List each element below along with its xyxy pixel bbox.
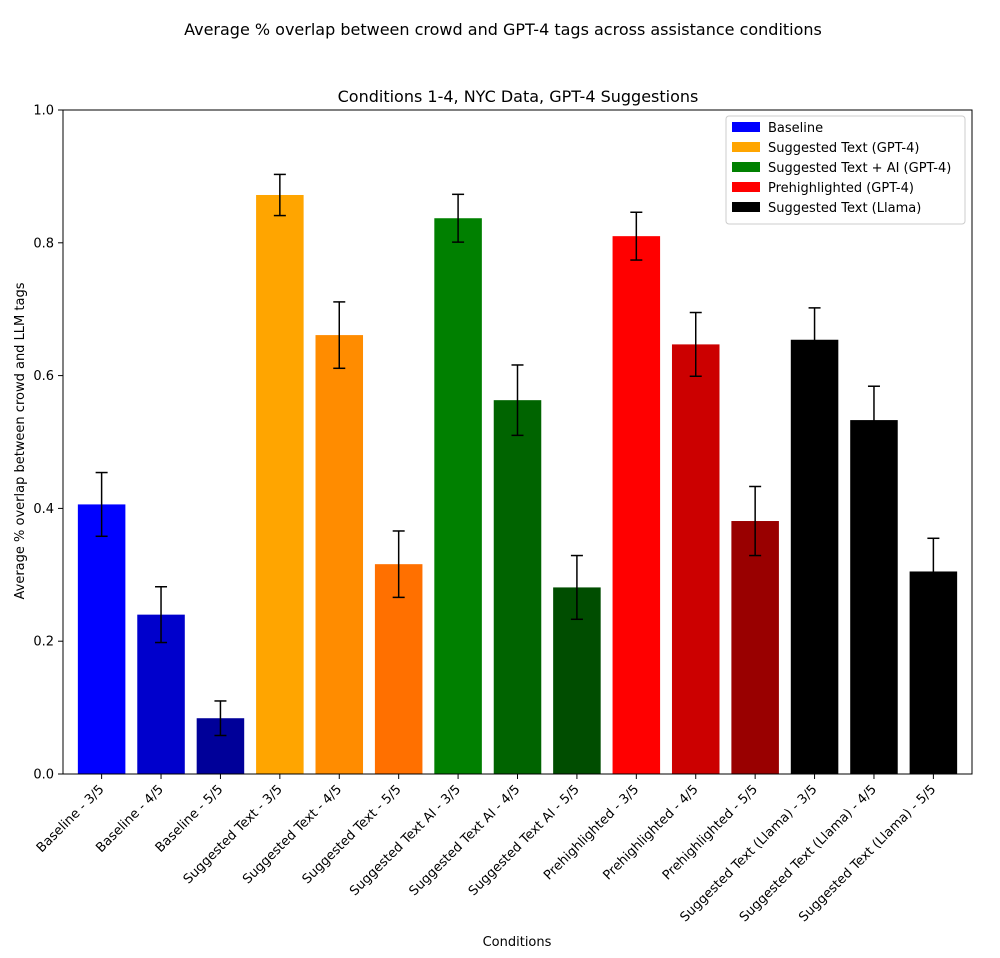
bar (493, 400, 542, 774)
bar (256, 194, 304, 774)
legend-swatch (732, 162, 760, 172)
legend-label: Suggested Text (GPT-4) (768, 141, 919, 156)
plot-frame (62, 109, 973, 775)
y-axis-label: Average % overlap between crowd and LLM … (13, 282, 28, 599)
legend: Baseline Suggested Text (GPT-4) Suggested … (725, 115, 966, 225)
legend-label: Suggested Text (Llama) (768, 201, 921, 216)
legend-label: Prehighlighted (GPT-4) (768, 181, 914, 196)
bar (315, 335, 364, 774)
legend-swatch (732, 202, 760, 212)
bar (731, 521, 779, 774)
bar (671, 344, 720, 774)
x-tick-label: Suggested Text AI - 3/5 (347, 782, 464, 899)
y-tick-label: 0.4 (33, 502, 54, 517)
x-tick-label: Suggested Text - 3/5 (181, 782, 286, 887)
bar (434, 218, 482, 774)
x-axis-label: Conditions (483, 935, 552, 950)
legend-label: Baseline (768, 121, 823, 136)
x-tick-label: Suggested Text - 5/5 (300, 782, 405, 887)
legend-swatch (732, 142, 760, 152)
bar (850, 420, 898, 774)
y-tick-label: 0.0 (33, 768, 54, 783)
legend-swatch (732, 122, 760, 132)
chart-title: Conditions 1-4, NYC Data, GPT-4 Suggesti… (338, 87, 699, 106)
x-tick-label: Suggested Text - 4/5 (240, 782, 345, 887)
legend-box (725, 115, 966, 225)
bar (77, 504, 126, 774)
y-tick-label: 0.2 (33, 635, 54, 650)
legend-swatch (732, 182, 760, 192)
x-tick-label: Suggested Text AI - 5/5 (466, 782, 583, 899)
figure-title: Average % overlap between crowd and GPT-… (184, 20, 822, 39)
legend-label: Suggested Text + AI (GPT-4) (768, 161, 951, 176)
x-tick-label: Suggested Text AI - 4/5 (406, 782, 523, 899)
bar (612, 236, 661, 774)
y-tick-label: 0.6 (33, 369, 54, 384)
y-tick-label: 1.0 (33, 104, 54, 119)
bar (374, 564, 423, 774)
y-tick-label: 0.8 (33, 236, 54, 251)
bar (790, 339, 839, 774)
